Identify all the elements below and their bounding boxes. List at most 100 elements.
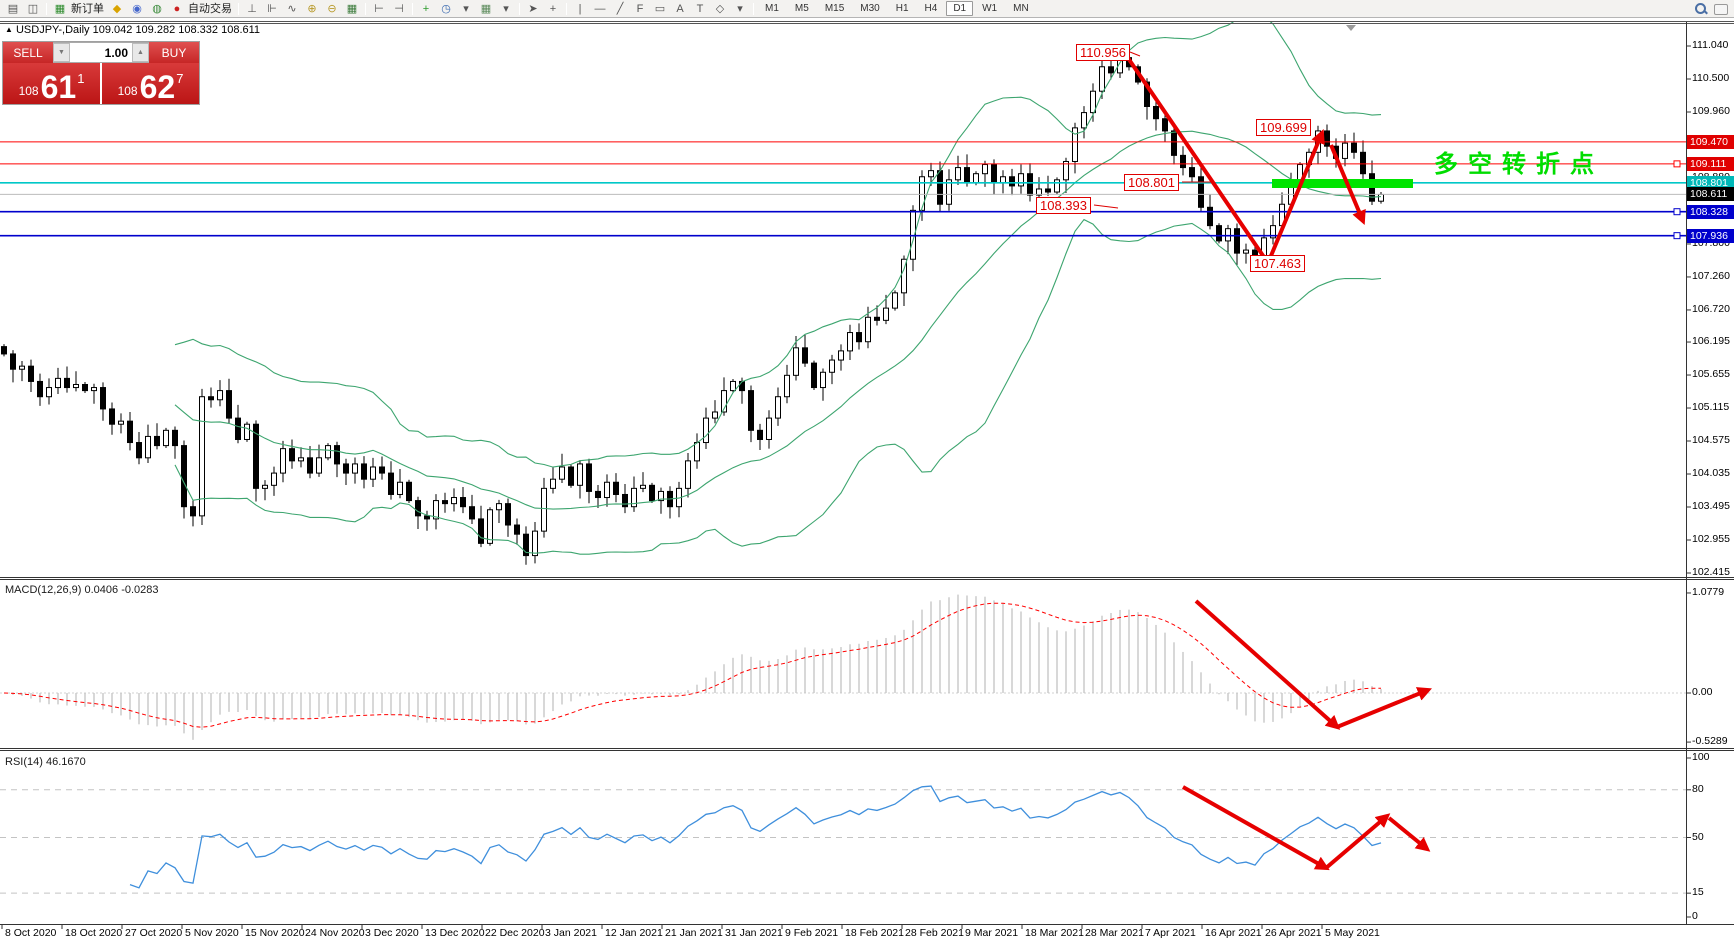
collapse-icon[interactable]: ▲: [5, 25, 13, 34]
chart-shift-marker[interactable]: [1346, 25, 1356, 31]
timeframe-mn[interactable]: MN: [1013, 3, 1029, 14]
trend-arrow-rsi-down2[interactable]: [1387, 816, 1431, 852]
date-axis-label: 9 Feb 2021: [785, 927, 839, 939]
deposit-icon[interactable]: ◆: [112, 3, 122, 16]
period-axis-icon[interactable]: ⊣: [394, 3, 404, 16]
macd-pane[interactable]: [0, 594, 1686, 740]
timeframe-d1[interactable]: D1: [946, 1, 974, 16]
quote-close: 108.611: [221, 24, 261, 36]
horizontal-line-icon[interactable]: —: [594, 3, 606, 16]
price-badge-107.936: 107.936: [1687, 228, 1734, 243]
caret-icon[interactable]: ▾: [737, 3, 743, 16]
toolbar-separator: [566, 3, 567, 16]
account-icon[interactable]: ◉: [132, 3, 142, 16]
caret-icon[interactable]: ▾: [503, 3, 509, 16]
symbol-name: USDJPY-,Daily: [15, 24, 90, 36]
new-chart-icon[interactable]: ▤: [7, 3, 19, 16]
text-label-icon[interactable]: T: [696, 3, 704, 16]
buy-button[interactable]: BUY: [149, 42, 199, 63]
fibonacci-icon[interactable]: F: [636, 3, 644, 16]
trend-arrow-macd-down[interactable]: [1194, 599, 1341, 730]
price-label-108801[interactable]: 108.801: [1124, 174, 1179, 191]
price-axis-label: 111.040: [1692, 39, 1729, 51]
price-badge-108.328: 108.328: [1687, 204, 1734, 219]
sell-button[interactable]: SELL: [3, 42, 53, 63]
arrows-object-icon[interactable]: ◇: [715, 3, 725, 16]
price-axis-label: 109.960: [1692, 104, 1730, 117]
macd-axis-label: -0.5289: [1692, 735, 1728, 748]
tile-windows-icon[interactable]: ▦: [346, 3, 358, 16]
timeframe-m1[interactable]: M1: [765, 3, 779, 14]
trendline-icon[interactable]: ╱: [616, 3, 624, 16]
price-axis-label: 106.195: [1692, 335, 1730, 348]
price-axis-label: 102.415: [1692, 565, 1730, 578]
toolbar-separator: [412, 3, 413, 16]
macd-label: MACD(12,26,9) 0.0406 -0.0283: [5, 584, 159, 596]
price-axis-label: 103.495: [1692, 499, 1730, 512]
one-click-trading-panel: SELL ▼ 1.00 ▲ BUY 108 61 1 108 62 7: [2, 41, 200, 105]
timeframe-h4[interactable]: H4: [924, 3, 938, 14]
chart-profiles-icon[interactable]: ◫: [27, 3, 39, 16]
new-order-icon[interactable]: ▦: [54, 3, 66, 16]
channel-icon[interactable]: ▭: [654, 3, 666, 16]
price-label-108393[interactable]: 108.393: [1036, 197, 1091, 214]
indicator-list-icon[interactable]: ⊢: [374, 3, 384, 16]
line-chart-icon[interactable]: ∿: [287, 3, 297, 16]
turning-point-note[interactable]: 多空转折点: [1434, 151, 1604, 178]
sell-price-display[interactable]: 108 61 1: [3, 63, 100, 104]
notifications-icon[interactable]: 1: [1714, 2, 1730, 15]
volume-decrease-button[interactable]: ▼: [53, 43, 70, 62]
trend-arrow-macd-up[interactable]: [1336, 687, 1433, 729]
zoom-out-icon[interactable]: ⊖: [327, 3, 337, 16]
date-axis-label: 31 Jan 2021: [725, 927, 783, 939]
toolbar[interactable]: ▤ ◫ ▦ 新订单 ◆ ◉ ◍ ● 自动交易 ⊥ ⊩ ∿ ⊕ ⊖ ▦ ⊢ ⊣ + ◷ ▾ ▦ ▾ ➤ + | — ╱ F ▭ A T ◇ ▾ M…: [0, 0, 1734, 18]
price-badge-109.470: 109.470: [1687, 134, 1734, 149]
sell-price-big: 61: [40, 69, 77, 105]
green-zone-bar[interactable]: [1272, 179, 1413, 188]
buy-price-small: 108: [117, 84, 138, 98]
timeframe-m30[interactable]: M30: [860, 3, 880, 14]
text-icon[interactable]: A: [676, 3, 684, 16]
date-axis-label: 5 May 2021: [1325, 927, 1380, 939]
bollinger-lower-band: [174, 218, 1382, 555]
caret-icon[interactable]: ▾: [463, 3, 469, 16]
zoom-in-icon[interactable]: ⊕: [307, 3, 317, 16]
buy-price-display[interactable]: 108 62 7: [102, 63, 199, 104]
date-axis-label: 12 Jan 2021: [605, 927, 663, 939]
trend-arrow-main-down[interactable]: [1329, 144, 1366, 225]
price-label-110956[interactable]: 110.956: [1076, 44, 1131, 61]
date-axis-label: 28 Feb 2021: [905, 927, 964, 939]
chart-template-icon[interactable]: ▦: [480, 3, 492, 16]
timeframe-m5[interactable]: M5: [794, 3, 809, 14]
timeframe-h1[interactable]: H1: [895, 3, 909, 14]
main-pane[interactable]: [0, 13, 1686, 565]
date-axis-label: 22 Dec 2020: [485, 927, 545, 939]
autotrading-label[interactable]: 自动交易: [188, 3, 232, 16]
candlestick-chart-icon[interactable]: ⊩: [267, 3, 277, 16]
crosshair-icon[interactable]: +: [549, 3, 557, 16]
search-icon[interactable]: [1694, 2, 1708, 16]
date-axis-label: 18 Feb 2021: [845, 927, 904, 939]
autotrading-icon[interactable]: ●: [173, 3, 181, 16]
volume-box: ▼ 1.00 ▲: [53, 42, 149, 63]
vertical-line-icon[interactable]: |: [578, 3, 582, 16]
trend-arrow-rsi-down1[interactable]: [1182, 785, 1330, 871]
add-indicator-icon[interactable]: +: [422, 3, 430, 16]
signals-icon[interactable]: ◍: [152, 3, 162, 16]
new-order-label[interactable]: 新订单: [71, 3, 104, 16]
volume-input[interactable]: 1.00: [104, 45, 128, 60]
volume-increase-button[interactable]: ▲: [132, 43, 149, 62]
timeframe-w1[interactable]: W1: [982, 3, 998, 14]
clock-icon[interactable]: ◷: [441, 3, 451, 16]
macd-value-1: 0.0406: [84, 584, 119, 596]
price-axis-label: 102.955: [1692, 532, 1730, 545]
bar-chart-icon[interactable]: ⊥: [247, 3, 257, 16]
price-label-107463[interactable]: 107.463: [1250, 255, 1305, 272]
cursor-icon[interactable]: ➤: [528, 3, 538, 16]
timeframe-m15[interactable]: M15: [824, 3, 845, 14]
price-label-109699[interactable]: 109.699: [1256, 119, 1311, 136]
rsi-pane[interactable]: [0, 785, 1686, 894]
rsi-axis-label: 15: [1692, 886, 1704, 899]
trend-arrow-rsi-up[interactable]: [1324, 813, 1391, 870]
